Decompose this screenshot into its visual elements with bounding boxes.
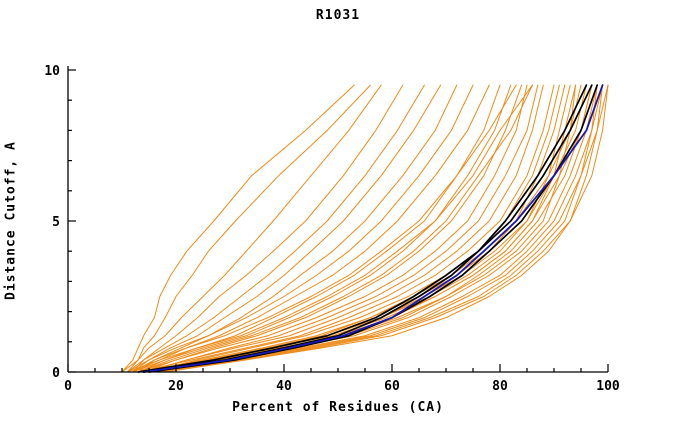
- series-line-orange-model-15: [143, 84, 544, 373]
- series-line-orange-model-31: [164, 84, 609, 373]
- series-line-orange-model-06: [132, 84, 442, 373]
- x-tick-label-80: 80: [492, 379, 508, 394]
- series-line-orange-model-29: [159, 84, 604, 373]
- y-tick-label-10: 10: [44, 64, 60, 79]
- series-line-orange-model-05: [126, 84, 425, 373]
- series-line-orange-model-34: [126, 84, 533, 373]
- series-line-orange-model-12: [143, 84, 523, 373]
- series-line-orange-model-07: [137, 84, 458, 373]
- series-line-orange-model-28: [148, 84, 604, 373]
- series-line-orange-model-22: [143, 84, 582, 373]
- series-line-orange-model-32: [132, 84, 517, 373]
- x-tick-label-100: 100: [596, 379, 620, 394]
- series-line-blue-model-01: [142, 84, 604, 373]
- series-line-orange-model-30: [153, 84, 609, 373]
- series-line-orange-model-01: [121, 84, 355, 373]
- series-line-orange-model-33: [137, 84, 533, 373]
- series-line-orange-model-03: [121, 84, 382, 373]
- series-line-orange-model-17: [148, 84, 560, 373]
- y-tick-label-5: 5: [52, 215, 60, 230]
- x-tick-label-40: 40: [276, 379, 292, 394]
- series-line-orange-model-13: [137, 84, 528, 373]
- x-tick-label-20: 20: [168, 379, 184, 394]
- series-line-black-model-01: [142, 84, 593, 373]
- series-line-orange-model-11: [132, 84, 512, 373]
- series-line-orange-model-14: [148, 84, 539, 373]
- series-line-orange-model-18: [143, 84, 566, 373]
- x-tick-label-0: 0: [64, 379, 72, 394]
- series-line-orange-model-16: [137, 84, 555, 373]
- series-line-orange-model-08: [126, 84, 474, 373]
- x-axis-label: Percent of Residues (CA): [232, 400, 444, 415]
- chart-title: R1031: [315, 8, 361, 23]
- series-line-black-model-03: [137, 84, 588, 373]
- y-tick-label-0: 0: [52, 366, 60, 381]
- series-line-orange-model-21: [148, 84, 577, 373]
- x-tick-label-60: 60: [384, 379, 400, 394]
- series-line-orange-model-04: [132, 84, 404, 373]
- series-line-orange-model-02: [126, 84, 371, 373]
